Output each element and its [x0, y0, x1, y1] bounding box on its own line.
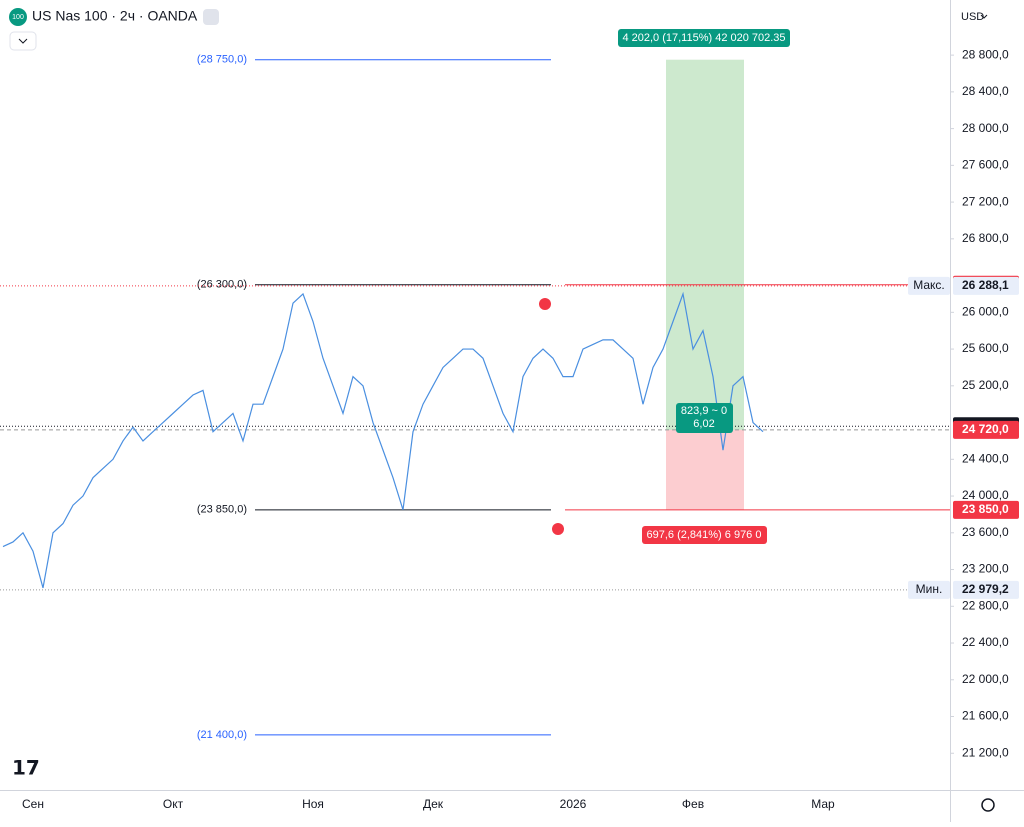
- symbol-title[interactable]: US Nas 100 · 2ч · OANDA: [32, 8, 198, 24]
- y-tick-label: 27 200,0: [962, 194, 1009, 208]
- target-label: 4 202,0 (17,115%) 42 020 702.35: [622, 32, 785, 44]
- price-line-series: [2, 291, 764, 589]
- x-tick-label: Фев: [682, 797, 704, 811]
- y-tick-label: 22 800,0: [962, 598, 1009, 612]
- price-label-box: [953, 580, 1019, 599]
- y-tick-label: 28 800,0: [962, 47, 1009, 61]
- y-tick-label: 25 600,0: [962, 341, 1009, 355]
- x-tick-label: Сен: [22, 797, 44, 811]
- price-label-box: [953, 276, 1019, 295]
- price-tag-box: [908, 580, 950, 599]
- y-tick-label: 27 600,0: [962, 158, 1009, 172]
- axis-settings[interactable]: [981, 798, 995, 812]
- symbol-icon[interactable]: [9, 8, 27, 26]
- tv-logo[interactable]: 𝟭𝟳: [12, 757, 40, 779]
- price-tag: Макс.: [913, 278, 945, 292]
- price-tag: Мин.: [916, 582, 943, 596]
- currency[interactable]: USD: [961, 11, 984, 23]
- y-tick-label: 28 000,0: [962, 121, 1009, 135]
- level-label: (21 400,0): [197, 729, 247, 741]
- x-tick-label: Ноя: [302, 797, 324, 811]
- price-label: 23 850,0: [962, 502, 1009, 516]
- price-label-box: [953, 500, 1019, 519]
- y-tick-label: 23 600,0: [962, 525, 1009, 539]
- price-label: 22 979,2: [962, 582, 1009, 596]
- pnl-label: 823,9 ~ 0: [681, 405, 727, 417]
- price-label: 26 288,1: [962, 278, 1009, 292]
- alert-icon[interactable]: [539, 298, 551, 310]
- settings-toggle[interactable]: [203, 9, 219, 25]
- target-zone: [666, 59, 744, 430]
- level-label: (28 750,0): [197, 54, 247, 66]
- y-tick-label: 26 800,0: [962, 231, 1009, 245]
- y-tick-label: 21 600,0: [962, 709, 1009, 723]
- x-tick-label: 2026: [560, 797, 587, 811]
- y-tick-label: 21 200,0: [962, 745, 1009, 759]
- stop-zone: [666, 429, 744, 510]
- currency-chevron: [980, 14, 988, 19]
- x-tick-label: Дек: [423, 797, 444, 811]
- y-tick-label: 26 000,0: [962, 304, 1009, 318]
- y-tick-label: 24 400,0: [962, 451, 1009, 465]
- symbol-icon-text: 100: [12, 14, 24, 21]
- pnl-label: 6,02: [693, 418, 714, 430]
- y-tick-label: 24 000,0: [962, 488, 1009, 502]
- pnl-label-box: [676, 403, 733, 433]
- x-tick-label: Окт: [163, 797, 184, 811]
- y-tick-label: 22 400,0: [962, 635, 1009, 649]
- price-tag-box: [908, 276, 950, 295]
- x-tick-label: Мар: [811, 797, 835, 811]
- y-tick-label: 25 200,0: [962, 378, 1009, 392]
- price-label-box: [953, 420, 1019, 439]
- chevron: [18, 38, 28, 44]
- level-label: (23 850,0): [197, 504, 247, 516]
- y-tick-label: 23 200,0: [962, 562, 1009, 576]
- stop-label-box: [642, 526, 767, 544]
- y-tick-label: 22 000,0: [962, 672, 1009, 686]
- price-label: 24 720,0: [962, 422, 1009, 436]
- alert-icon[interactable]: [552, 523, 564, 535]
- y-tick-label: 28 400,0: [962, 84, 1009, 98]
- target-label-box: [618, 29, 790, 47]
- stop-label: 697,6 (2,841%) 6 976 0: [647, 529, 762, 541]
- collapse-button[interactable]: [9, 31, 37, 51]
- level-label: (26 300,0): [197, 279, 247, 291]
